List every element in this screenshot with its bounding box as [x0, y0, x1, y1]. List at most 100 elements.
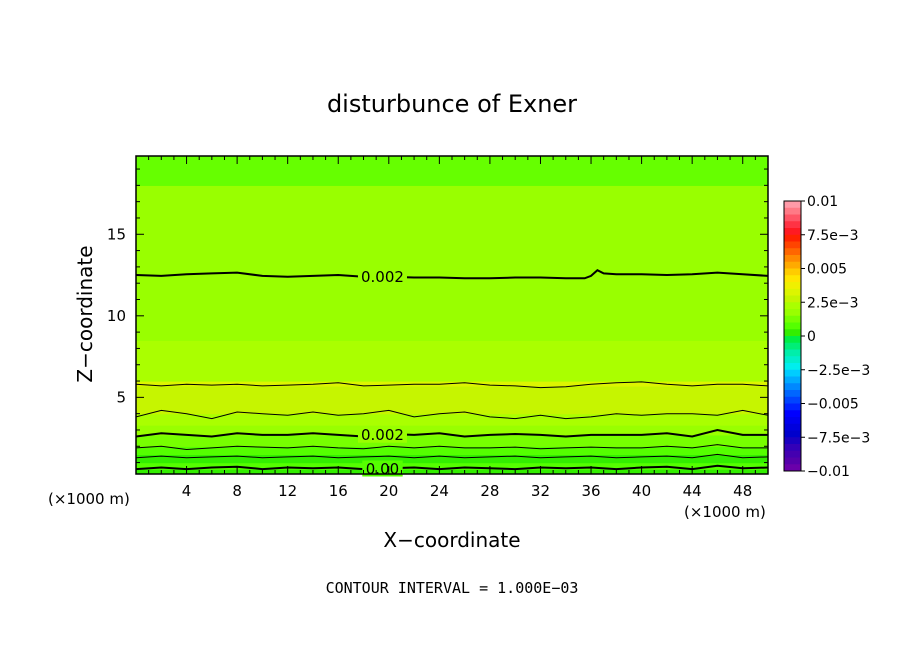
plot-area	[136, 156, 768, 474]
colorbar-swatch-32	[784, 417, 801, 425]
contour-line-6	[136, 464, 768, 471]
colorbar-swatch-37	[784, 450, 801, 458]
colorbar-label: −0.01	[807, 464, 850, 480]
fill-band-3	[136, 446, 768, 456]
colorbar-swatch-7	[784, 248, 801, 256]
colorbar-swatch-4	[784, 228, 801, 236]
colorbar-swatch-31	[784, 410, 801, 418]
colorbar-swatch-18	[784, 322, 801, 330]
colorbar-swatch-25	[784, 369, 801, 377]
colorbar-swatch-5	[784, 234, 801, 242]
contour-label-bg-0	[357, 268, 407, 285]
x-tick-label: 44	[683, 482, 702, 500]
colorbar-swatch-10	[784, 268, 801, 276]
x-axis-label: X−coordinate	[383, 528, 520, 552]
colorbar-swatch-21	[784, 342, 801, 350]
colorbar-swatch-14	[784, 295, 801, 303]
colorbar-swatch-30	[784, 403, 801, 411]
x-tick-label: 32	[531, 482, 550, 500]
y-axis-label: Z−coordinate	[73, 245, 97, 382]
contour-label-bg-6	[362, 460, 403, 477]
colorbar-swatch-17	[784, 315, 801, 323]
colorbar-swatch-38	[784, 457, 801, 465]
x-tick-label: 24	[430, 482, 449, 500]
contour-lines	[136, 268, 768, 471]
colorbar-swatch-12	[784, 282, 801, 290]
x-tick-label: 36	[581, 482, 600, 500]
colorbar-swatch-29	[784, 396, 801, 404]
x-axis-ticks: 4 8 12 16 20 24 28 32 36 40 44 48	[135, 156, 769, 500]
y-tick-label: 15	[107, 225, 126, 243]
contour-line-2	[136, 409, 768, 420]
colorbar-swatch-1	[784, 207, 801, 215]
y-tick-label: 5	[116, 388, 126, 406]
fill-band-6	[136, 413, 768, 426]
colorbar-swatch-27	[784, 383, 801, 391]
x-axis-unit-left: (×1000 m)	[48, 490, 130, 508]
fill-band-4	[136, 434, 768, 447]
fill-band-9	[136, 340, 768, 382]
contour-line-1	[136, 381, 768, 389]
x-tick-label: 8	[232, 482, 242, 500]
contour-fill-bands	[136, 156, 768, 474]
colorbar-swatch-33	[784, 423, 801, 431]
y-axis-ticks: 5 10 15	[107, 168, 768, 464]
contour-label-3: 0.002	[361, 426, 404, 444]
colorbar-label: −0.005	[807, 397, 859, 413]
x-tick-label: 20	[379, 482, 398, 500]
x-tick-label: 4	[182, 482, 192, 500]
x-tick-label: 40	[632, 482, 651, 500]
colorbar-label: −7.5e−3	[807, 430, 870, 446]
y-tick-label: 10	[107, 307, 126, 325]
colorbar-label: 2.5e−3	[807, 295, 859, 311]
contour-line-5	[136, 453, 768, 459]
colorbar-label: −2.5e−3	[807, 363, 870, 379]
x-tick-label: 12	[278, 482, 297, 500]
x-tick-label: 16	[329, 482, 348, 500]
colorbar-swatch-26	[784, 376, 801, 384]
colorbar-swatch-16	[784, 309, 801, 317]
colorbar-swatch-35	[784, 437, 801, 445]
colorbar-label: 0.01	[807, 194, 838, 210]
colorbar-swatch-22	[784, 349, 801, 357]
colorbar-swatch-28	[784, 390, 801, 398]
colorbar-swatch-9	[784, 261, 801, 269]
colorbar-swatch-36	[784, 444, 801, 452]
x-axis-unit-right: (×1000 m)	[684, 503, 766, 521]
colorbar-swatch-11	[784, 275, 801, 283]
colorbar-swatch-34	[784, 430, 801, 438]
colorbar-label: 0.005	[807, 262, 847, 278]
contour-interval-note: CONTOUR INTERVAL = 1.000E−03	[326, 579, 579, 597]
colorbar-swatch-13	[784, 288, 801, 296]
fill-band-5	[136, 425, 768, 436]
contour-label-bg-3	[357, 426, 407, 443]
colorbar-swatch-6	[784, 241, 801, 249]
colorbar-swatch-8	[784, 255, 801, 263]
fill-band-10	[136, 185, 768, 341]
colorbar-label: 7.5e−3	[807, 228, 859, 244]
colorbar-swatch-3	[784, 221, 801, 229]
contour-line-3	[136, 428, 768, 438]
contour-label-6: 0.00	[366, 460, 399, 478]
fill-band-7	[136, 385, 768, 415]
colorbar-swatch-23	[784, 356, 801, 364]
colorbar-swatch-0	[784, 201, 801, 209]
colorbar-label: 0	[807, 329, 816, 345]
colorbar-swatch-19	[784, 329, 801, 337]
colorbar	[783, 200, 802, 472]
colorbar-swatch-24	[784, 363, 801, 371]
colorbar-swatch-39	[784, 464, 801, 472]
fill-band-2	[136, 454, 768, 464]
colorbar-swatch-20	[784, 336, 801, 344]
chart-title: disturbunce of Exner	[327, 90, 577, 118]
contour-label-0: 0.002	[361, 268, 404, 286]
fill-band-11	[136, 156, 768, 186]
fill-band-1	[136, 462, 768, 470]
x-tick-label: 48	[733, 482, 752, 500]
colorbar-swatch-2	[784, 214, 801, 222]
x-tick-label: 28	[480, 482, 499, 500]
contour-line-4	[136, 444, 768, 451]
colorbar-labels: 0.01 7.5e−3 0.005 2.5e−3 0 −2.5e−3 −0.005 −7.5e…	[801, 194, 870, 480]
colorbar-swatch-15	[784, 302, 801, 310]
